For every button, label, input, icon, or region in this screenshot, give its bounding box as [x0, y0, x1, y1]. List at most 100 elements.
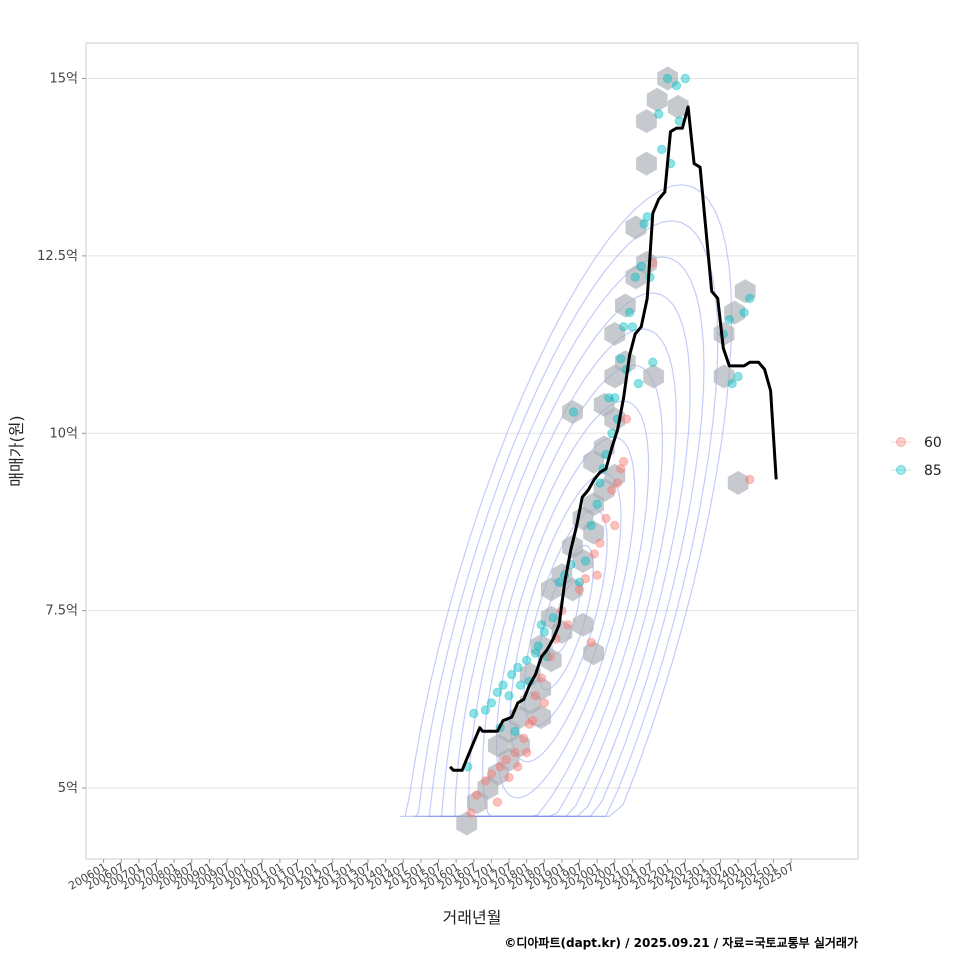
data-point-60 [501, 755, 511, 765]
data-point-85 [671, 80, 682, 91]
y-tick-label: 10억 [49, 426, 78, 441]
hexbin-cell [562, 577, 583, 602]
data-point-85 [574, 577, 585, 587]
data-point-85 [636, 261, 646, 272]
hexbin-layer [456, 66, 756, 836]
data-point-85 [510, 726, 520, 736]
data-point-85 [639, 219, 649, 229]
data-point-60 [610, 520, 620, 531]
data-point-60 [466, 808, 476, 818]
data-point-85 [627, 322, 638, 332]
data-point-60 [521, 747, 532, 758]
data-point-85 [504, 691, 514, 701]
data-point-60 [595, 538, 605, 548]
hexbin-cell [615, 293, 636, 318]
data-point-85 [539, 627, 549, 637]
legend: 60 85 [891, 435, 942, 479]
density-contour [481, 400, 650, 817]
legend-key-60 [896, 437, 906, 447]
density-contour [468, 364, 664, 817]
data-point-60 [527, 715, 538, 726]
hexbin-cell [667, 94, 689, 119]
data-point-60 [530, 691, 541, 701]
density-contour [413, 220, 719, 817]
hexbin-cell [643, 364, 664, 389]
data-point-60 [607, 485, 617, 495]
data-point-60 [589, 549, 599, 559]
y-tick-label: 5억 [58, 781, 78, 796]
data-point-85 [630, 272, 640, 282]
data-point-85 [624, 307, 635, 318]
data-point-85 [642, 212, 652, 222]
data-point-85 [618, 322, 629, 332]
data-point-85 [507, 669, 517, 680]
hexbin-cell [530, 676, 552, 701]
data-point-60 [492, 797, 503, 807]
data-point-85 [554, 577, 564, 587]
hexbin-cell [509, 733, 530, 758]
hexbin-cell [713, 321, 735, 346]
data-point-60 [618, 456, 629, 467]
hexbin-cell [646, 87, 668, 112]
data-point-60 [601, 513, 611, 524]
hexbin-cell [593, 392, 615, 417]
hexbin-cell [713, 364, 735, 389]
x-axis-ticks: 2006012006072007012007072008012008072009… [66, 859, 797, 893]
data-point-60 [616, 464, 626, 474]
data-point-85 [480, 705, 491, 715]
data-point-60 [745, 474, 755, 485]
hexbin-cell [636, 151, 657, 176]
data-point-60 [539, 698, 549, 708]
data-point-85 [616, 354, 626, 364]
data-point-60 [621, 414, 632, 424]
data-point-85 [513, 662, 523, 673]
data-point-85 [745, 293, 755, 304]
hexbin-cell [636, 251, 657, 275]
data-point-60 [574, 584, 585, 595]
data-point-60 [480, 776, 491, 786]
data-point-85 [568, 407, 579, 417]
data-point-85 [469, 708, 479, 719]
data-point-85 [727, 378, 737, 389]
data-point-85 [536, 620, 547, 630]
data-point-60 [586, 637, 596, 648]
median-trend-line [448, 105, 778, 772]
hexbin-cell [636, 109, 657, 134]
y-axis-title: 매매가(원) [7, 415, 26, 486]
data-point-60 [471, 790, 482, 800]
y-gridlines [86, 77, 858, 789]
data-point-85 [486, 698, 497, 708]
y-tick-label: 7.5억 [45, 604, 78, 619]
x-axis-title: 거래년월 [443, 908, 502, 927]
data-point-85 [498, 680, 508, 690]
density-contour [399, 184, 733, 817]
data-point-85 [739, 307, 749, 318]
y-axis-ticks: 5억 7.5억 10억 12.5억 15억 [37, 71, 86, 796]
legend-key-85 [896, 465, 906, 475]
data-point-60 [563, 620, 573, 630]
data-point-85 [530, 648, 541, 658]
data-point-60 [513, 762, 523, 772]
data-point-60 [545, 652, 555, 662]
scatter-points [463, 73, 755, 818]
data-point-85 [662, 73, 673, 84]
hexbin-cell [734, 279, 756, 304]
hexbin-cell [572, 549, 594, 573]
hexbin-cell [530, 705, 552, 730]
data-point-85 [548, 613, 558, 623]
y-tick-label: 15억 [49, 71, 78, 86]
hexbin-cell [604, 321, 626, 346]
hexbin-cell [727, 470, 749, 495]
y-tick-label: 12.5억 [37, 249, 78, 264]
data-point-85 [521, 655, 532, 665]
data-point-60 [504, 772, 514, 783]
density-contour [495, 436, 636, 799]
hexbin-cell [604, 463, 626, 488]
density-contour [440, 292, 691, 817]
legend-label-60: 60 [924, 435, 942, 451]
hexbin-cell [724, 300, 745, 325]
data-point-85 [586, 520, 596, 531]
data-point-60 [510, 747, 520, 758]
data-point-60 [519, 733, 529, 744]
